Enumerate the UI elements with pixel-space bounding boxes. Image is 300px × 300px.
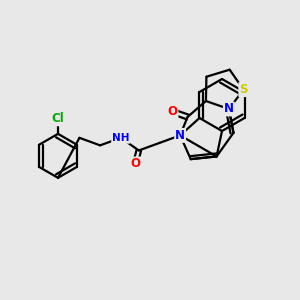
Text: O: O	[130, 158, 140, 170]
Text: O: O	[167, 105, 178, 118]
Text: N: N	[224, 103, 234, 116]
Text: N: N	[175, 129, 185, 142]
Text: NH: NH	[112, 133, 130, 143]
Text: S: S	[239, 83, 248, 96]
Text: Cl: Cl	[52, 112, 64, 125]
